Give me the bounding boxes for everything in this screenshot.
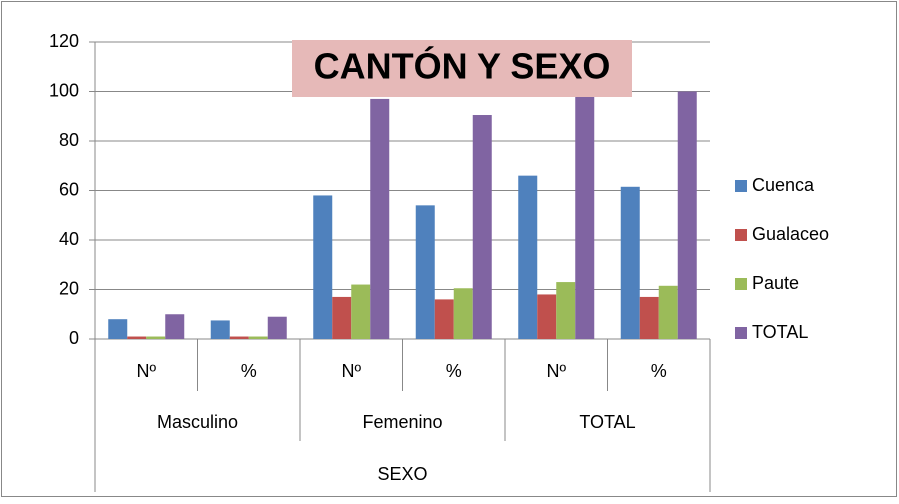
bar — [434, 299, 454, 339]
legend-label: Paute — [752, 273, 799, 293]
y-tick-label: 120 — [49, 31, 79, 51]
legend-swatch — [735, 180, 747, 192]
x-tick-label: % — [241, 361, 257, 381]
y-tick-label: 80 — [59, 130, 79, 150]
group-label: Femenino — [362, 412, 442, 432]
bar — [620, 186, 640, 339]
bar — [313, 195, 333, 339]
y-tick-label: 100 — [49, 80, 79, 100]
x-tick-label: Nº — [136, 361, 156, 381]
y-tick-label: 60 — [59, 179, 79, 199]
legend-label: Cuenca — [752, 175, 815, 195]
x-tick-label: % — [651, 361, 667, 381]
bar — [658, 285, 678, 339]
chart-title: CANTÓN Y SEXO — [314, 45, 611, 87]
bar — [229, 336, 249, 339]
legend-swatch — [735, 327, 747, 339]
bar — [210, 320, 230, 339]
bar — [472, 115, 492, 339]
legend-swatch — [735, 278, 747, 290]
bar — [415, 205, 435, 339]
legend-label: Gualaceo — [752, 224, 829, 244]
y-tick-label: 40 — [59, 229, 79, 249]
group-label: TOTAL — [579, 412, 635, 432]
bar — [146, 336, 166, 339]
bar — [537, 294, 557, 339]
legend-label: TOTAL — [752, 322, 808, 342]
bar — [332, 296, 352, 339]
bar — [575, 74, 595, 340]
bar — [453, 288, 473, 339]
bar — [267, 316, 287, 339]
group-label: Masculino — [157, 412, 238, 432]
bar — [370, 98, 390, 339]
title-box — [292, 40, 632, 97]
x-tick-label: % — [446, 361, 462, 381]
y-tick-label: 20 — [59, 278, 79, 298]
bar — [351, 284, 371, 339]
legend-swatch — [735, 229, 747, 241]
x-tick-label: Nº — [341, 361, 361, 381]
bar — [108, 319, 128, 339]
bar — [556, 282, 576, 339]
bar — [677, 91, 697, 339]
bar — [518, 175, 538, 339]
bar — [639, 296, 659, 339]
group-title: SEXO — [377, 464, 427, 484]
bar — [248, 336, 268, 339]
y-tick-label: 0 — [69, 328, 79, 348]
bar — [127, 336, 147, 339]
bar — [165, 314, 185, 339]
x-tick-label: Nº — [546, 361, 566, 381]
